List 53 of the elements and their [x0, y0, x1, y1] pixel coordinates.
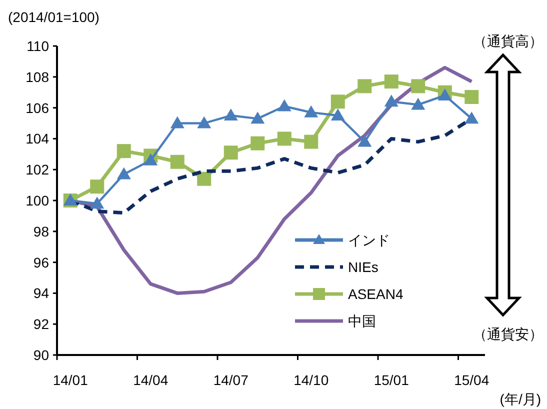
point — [358, 79, 372, 94]
y-tick-label: 94 — [33, 285, 50, 302]
point — [224, 108, 238, 121]
y-tick-label: 100 — [26, 192, 50, 208]
point — [411, 98, 426, 110]
legend-label: ASEAN4 — [348, 286, 404, 302]
point — [304, 105, 318, 118]
y-tick-label: 96 — [33, 254, 50, 270]
point — [197, 116, 212, 128]
point — [358, 134, 372, 147]
y-tick-label: 108 — [26, 68, 50, 85]
x-axis-title: (年/月) — [500, 391, 541, 407]
legend-label: NIEs — [348, 259, 378, 275]
point — [464, 90, 479, 104]
point — [170, 116, 184, 128]
point — [116, 167, 131, 180]
point — [277, 132, 292, 146]
x-tick-label: 15/04 — [454, 372, 490, 388]
y-tick-label: 92 — [33, 316, 50, 332]
point — [197, 172, 212, 186]
y-tick-label: 104 — [26, 130, 50, 147]
point — [144, 153, 158, 166]
point — [464, 112, 479, 124]
point — [250, 112, 265, 124]
point — [384, 94, 398, 107]
point — [330, 94, 345, 109]
legend-label: インド — [348, 232, 390, 248]
point — [170, 154, 184, 169]
point — [116, 144, 131, 158]
y-tick-label: 110 — [26, 38, 50, 54]
point — [90, 196, 104, 209]
point — [304, 134, 318, 149]
point — [330, 108, 345, 121]
y-tick-label: 102 — [26, 162, 50, 178]
annotation: （通貨高） — [473, 33, 543, 49]
x-tick-label: 14/07 — [213, 372, 249, 388]
point — [277, 99, 292, 112]
point — [90, 180, 104, 194]
point — [411, 79, 426, 94]
y-tick-label: 90 — [33, 347, 50, 363]
point — [224, 146, 238, 160]
x-tick-label: 14/10 — [294, 372, 329, 388]
point — [250, 136, 265, 150]
y-tick-label: 106 — [26, 100, 50, 116]
y-tick-label: 98 — [33, 223, 50, 240]
x-tick-label: 14/01 — [52, 372, 88, 388]
annotation: （通貨安） — [473, 326, 543, 342]
point — [438, 88, 452, 100]
x-tick-label: 14/04 — [133, 372, 168, 388]
legend-label: 中国 — [348, 313, 376, 329]
x-tick-label: 15/01 — [374, 372, 410, 388]
point — [384, 74, 398, 89]
y-axis-title: (2014/01=100) — [8, 9, 100, 25]
